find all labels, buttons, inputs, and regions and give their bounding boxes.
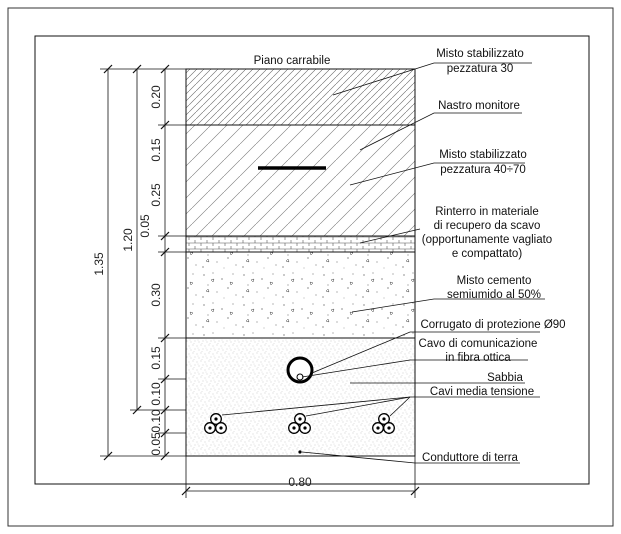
mv-cable-cores (208, 417, 391, 430)
dim-layer-7: 0.10 (149, 382, 163, 406)
inner-frame (34, 35, 590, 485)
ground-conductor-icon (298, 450, 302, 454)
dim-layer-9: 0.05 (149, 432, 163, 456)
dim-total: 1.35 (92, 252, 106, 276)
dim-layer-2: 0.15 (149, 138, 163, 162)
svg-text:(opportunamente vagliato: (opportunamente vagliato (422, 234, 552, 246)
road-surface-label: Piano carrabile (254, 55, 331, 67)
svg-text:Cavo di comunicazione: Cavo di comunicazione (419, 338, 538, 350)
layer-misto-30 (186, 69, 415, 125)
svg-text:Misto stabilizzato: Misto stabilizzato (436, 48, 524, 60)
outer-frame (7, 7, 614, 527)
dim-layer-4: 0.05 (138, 214, 152, 238)
svg-text:in fibra ottica: in fibra ottica (445, 352, 511, 364)
dim-partial: 1.20 (121, 228, 135, 252)
svg-text:pezzatura 40÷70: pezzatura 40÷70 (440, 164, 526, 176)
svg-text:pezzatura 30: pezzatura 30 (447, 63, 514, 75)
dim-layer-6: 0.15 (149, 346, 163, 370)
callout-fibra: Cavo di comunicazione in fibra ottica (419, 338, 538, 364)
callout-rinterro: Rinterro in materiale di recupero da sca… (422, 206, 552, 260)
dim-layer-1: 0.20 (149, 85, 163, 109)
dim-layer-5: 0.30 (149, 283, 163, 307)
layer-rinterro (186, 236, 415, 252)
layer-cemento (186, 252, 415, 338)
callout-misto-30: Misto stabilizzato pezzatura 30 (436, 48, 524, 75)
callout-nastro: Nastro monitore (438, 100, 520, 112)
svg-text:Misto cemento: Misto cemento (457, 275, 532, 287)
svg-text:semiumido al 50%: semiumido al 50% (447, 289, 541, 301)
callout-misto-40-70: Misto stabilizzato pezzatura 40÷70 (439, 149, 527, 176)
callout-corrugato: Corrugato di protezione Ø90 (420, 319, 565, 331)
layer-sabbia (186, 338, 415, 456)
callout-cavi-mt: Cavi media tensione (430, 386, 534, 398)
svg-text:di recupero da scavo: di recupero da scavo (434, 220, 541, 232)
layer-misto-40-70 (186, 125, 415, 236)
callout-terra: Conduttore di terra (422, 452, 518, 464)
callout-cemento: Misto cemento semiumido al 50% (447, 275, 541, 301)
dim-layer-8: 0.10 (149, 409, 163, 433)
dimension-ticks (103, 64, 420, 496)
dim-width: 0.80 (288, 475, 312, 489)
svg-text:e compattato): e compattato) (452, 248, 522, 260)
svg-text:Rinterro in materiale: Rinterro in materiale (435, 206, 539, 218)
svg-text:Misto stabilizzato: Misto stabilizzato (439, 149, 527, 161)
dim-layer-3: 0.25 (149, 183, 163, 207)
layer-boundaries (185, 68, 416, 457)
callout-sabbia: Sabbia (487, 372, 523, 384)
dimension-lines (100, 68, 416, 498)
